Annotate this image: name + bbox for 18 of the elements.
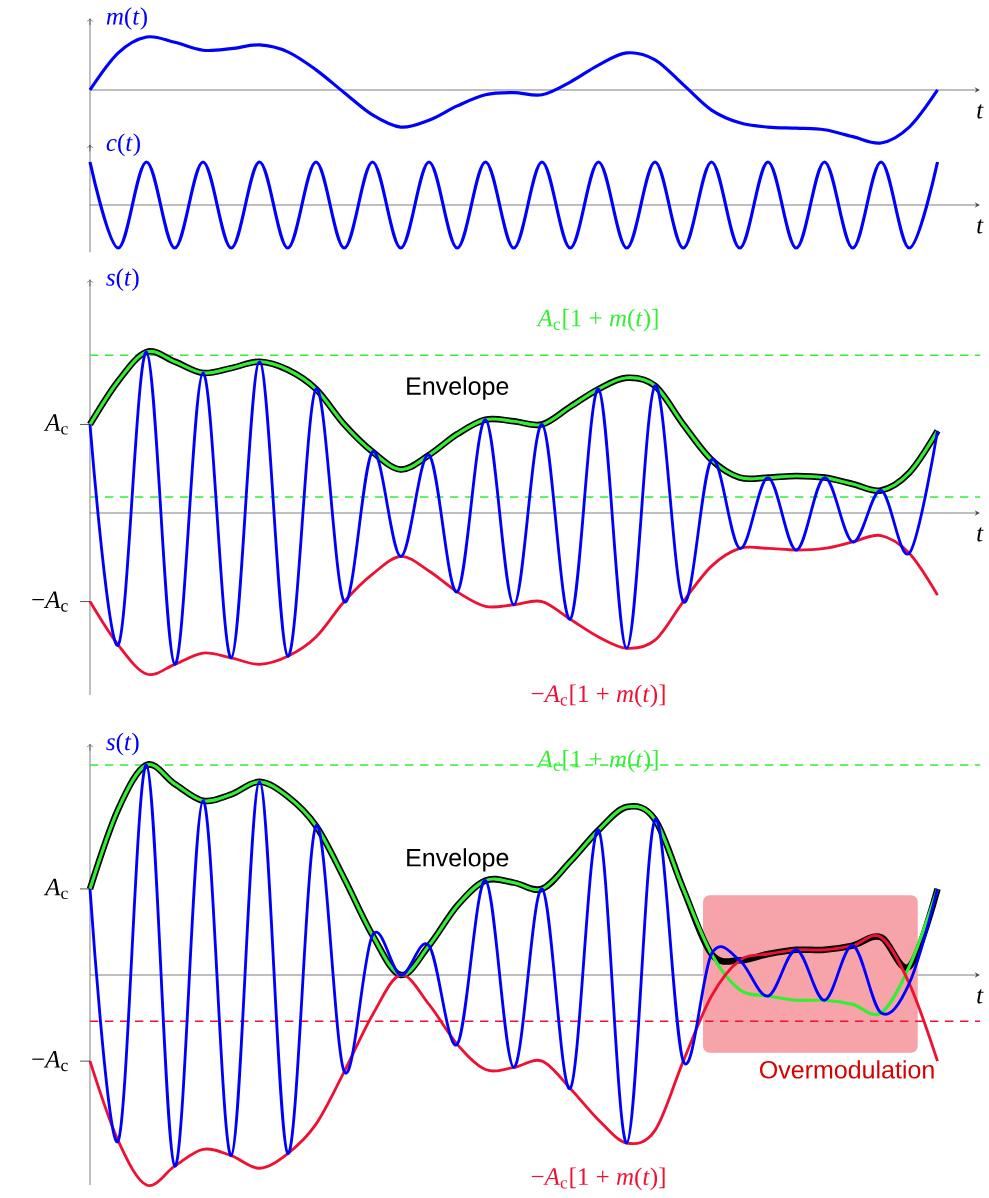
x-axis-title: t [977, 219, 984, 234]
x-axis-title: t [977, 104, 984, 119]
annotation: Overmodulation [760, 1060, 934, 1079]
text: A$_{c}$[1 + m(t)] [536, 308, 658, 332]
y-axis-title: s(t) [106, 268, 139, 291]
x-axis-title: t [977, 989, 984, 1004]
y-axis-title: c(t) [106, 133, 140, 157]
series-label: −A$_{c}$[1 + m(t)] [531, 684, 665, 708]
text: A$_{c}$ [43, 414, 68, 435]
series-label: −A$_{c}$[1 + m(t)] [531, 1167, 665, 1191]
annotation: Envelope [407, 848, 509, 872]
text: −A$_{c}$ [32, 1050, 68, 1072]
x-axis-title: t [977, 527, 984, 542]
text: −A$_{c}$ [32, 591, 68, 612]
text: A$_{c}$ [43, 878, 68, 900]
y-axis-title: m(t) [106, 7, 147, 30]
annotation: Envelope [407, 376, 509, 400]
y-axis-title: s(t) [106, 732, 139, 756]
